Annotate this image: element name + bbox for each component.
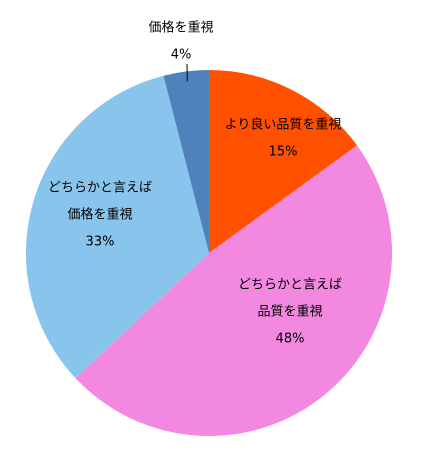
value-label: 33% [86,235,115,250]
slice-label: どちらかと言えば [238,278,342,293]
slice-label: 品質を重視 [257,304,322,320]
value-label: 4% [171,48,192,63]
value-label: 48% [276,332,305,347]
slice-label: より良い品質を重視 [225,117,342,133]
slice-label: 価格を重視 [67,207,132,223]
value-label: 15% [269,145,298,160]
slice-label: 価格を重視 [148,20,213,36]
slice-label: どちらかと言えば [48,181,152,196]
